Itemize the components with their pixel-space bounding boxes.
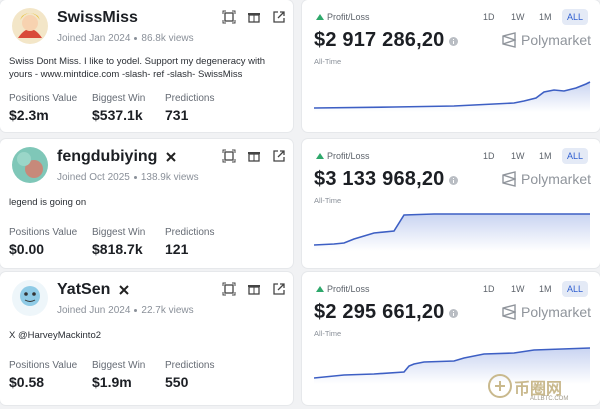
trend-icon: [316, 286, 324, 292]
pnl-label: Profit/Loss: [327, 12, 370, 22]
view-count: 138.9k views: [140, 172, 199, 183]
profile-card: YatSen Joined Jun 2024 22.7k views X @Harve…: [0, 272, 293, 405]
profile-card: fengdubiying Joined Oct 2025 138.9k views l…: [0, 139, 293, 268]
avatar: [12, 280, 48, 316]
stat-label: Biggest Win: [92, 93, 146, 104]
embed-button[interactable]: [222, 10, 236, 24]
stat-value: 731: [165, 107, 189, 123]
verified-x-icon: [119, 285, 129, 295]
profile-meta: Joined Jan 2024 86.8k views: [57, 33, 194, 44]
pnl-card: Profit/Loss 1D 1W 1M ALL $2 917 286,20 Polymar…: [302, 0, 600, 132]
range-button[interactable]: 1M: [539, 151, 552, 161]
avatar: [12, 147, 48, 183]
range-button[interactable]: ALL: [562, 148, 589, 164]
watermark-url: ALLBTC.COM: [530, 396, 569, 402]
range-button[interactable]: 1D: [483, 284, 495, 294]
range-button[interactable]: 1W: [511, 284, 525, 294]
stat-value: $0.58: [9, 374, 45, 390]
embed-button[interactable]: [222, 149, 236, 163]
username: YatSen: [57, 281, 111, 298]
stat-value: $2.3m: [9, 107, 49, 123]
range-button[interactable]: 1W: [511, 151, 525, 161]
pnl-sparkline: [314, 347, 591, 384]
trend-icon: [316, 153, 324, 159]
pnl-amount: $2 917 286,20: [314, 29, 445, 51]
pnl-label: Profit/Loss: [327, 284, 370, 294]
pnl-sparkline: [314, 81, 591, 112]
period-label: All-Time: [314, 329, 342, 338]
view-count: 86.8k views: [141, 33, 194, 44]
range-button[interactable]: 1D: [483, 151, 495, 161]
info-icon: [449, 176, 458, 185]
period-label: All-Time: [314, 57, 342, 66]
username: SwissMiss: [57, 9, 138, 26]
joined-date: Joined Jan 2024: [57, 33, 131, 44]
gift-button[interactable]: [247, 149, 261, 163]
separator: [134, 36, 138, 40]
separator: [133, 175, 137, 179]
polymarket-logo: [502, 304, 516, 320]
pnl-label: Profit/Loss: [327, 151, 370, 161]
period-label: All-Time: [314, 196, 342, 205]
share-button[interactable]: [272, 282, 286, 296]
profile-card: SwissMiss Joined Jan 2024 86.8k views Swiss…: [0, 0, 293, 132]
view-count: 22.7k views: [141, 305, 194, 316]
pnl-amount: $3 133 968,20: [314, 168, 445, 190]
pnl-card: Profit/Loss 1D 1W 1M ALL $3 133 968,20 Polymar…: [302, 139, 600, 268]
brand-name: Polymarket: [521, 171, 592, 187]
range-button[interactable]: 1D: [483, 12, 495, 22]
range-button[interactable]: ALL: [562, 9, 589, 25]
watermark-logo: [488, 374, 512, 398]
profile-meta: Joined Oct 2025 138.9k views: [57, 172, 199, 183]
stat-value: $818.7k: [92, 241, 143, 257]
embed-button[interactable]: [222, 282, 236, 296]
polymarket-logo: [502, 32, 516, 48]
stat-value: 550: [165, 374, 189, 390]
watermark-title: 币圈网: [514, 381, 563, 398]
gift-button[interactable]: [247, 282, 261, 296]
stat-label: Positions Value: [9, 93, 78, 104]
stat-label: Positions Value: [9, 227, 78, 238]
username: fengdubiying: [57, 148, 158, 165]
gift-button[interactable]: [247, 10, 261, 24]
stat-label: Predictions: [165, 360, 215, 371]
stat-value: $1.9m: [92, 374, 132, 390]
joined-date: Joined Oct 2025: [57, 172, 130, 183]
share-button[interactable]: [272, 10, 286, 24]
range-button[interactable]: ALL: [562, 281, 589, 297]
brand-name: Polymarket: [521, 304, 592, 320]
bio: Swiss Dont Miss. I like to yodel. Suppor…: [9, 56, 266, 80]
stat-label: Predictions: [165, 93, 215, 104]
brand-name: Polymarket: [521, 32, 592, 48]
profile-meta: Joined Jun 2024 22.7k views: [57, 305, 194, 316]
verified-x-icon: [166, 152, 176, 162]
stat-label: Biggest Win: [92, 227, 146, 238]
stat-value: $537.1k: [92, 107, 143, 123]
pnl-amount: $2 295 661,20: [314, 301, 445, 323]
info-icon: [449, 37, 458, 46]
stat-label: Predictions: [165, 227, 215, 238]
range-button[interactable]: 1W: [511, 12, 525, 22]
range-button[interactable]: 1M: [539, 12, 552, 22]
share-button[interactable]: [272, 149, 286, 163]
avatar: [12, 8, 48, 44]
stat-value: 121: [165, 241, 189, 257]
range-button[interactable]: 1M: [539, 284, 552, 294]
bio: X @HarveyMackinto2: [9, 330, 102, 341]
bio: legend is going on: [9, 197, 87, 208]
trend-icon: [316, 14, 324, 20]
pnl-card: Profit/Loss 1D 1W 1M ALL $2 295 661,20 Polymar…: [302, 272, 600, 405]
stat-value: $0.00: [9, 241, 45, 257]
stat-label: Biggest Win: [92, 360, 146, 371]
joined-date: Joined Jun 2024: [57, 305, 131, 316]
separator: [134, 308, 138, 312]
pnl-sparkline: [314, 213, 590, 251]
stat-label: Positions Value: [9, 360, 78, 371]
polymarket-logo: [502, 171, 516, 187]
info-icon: [449, 309, 458, 318]
